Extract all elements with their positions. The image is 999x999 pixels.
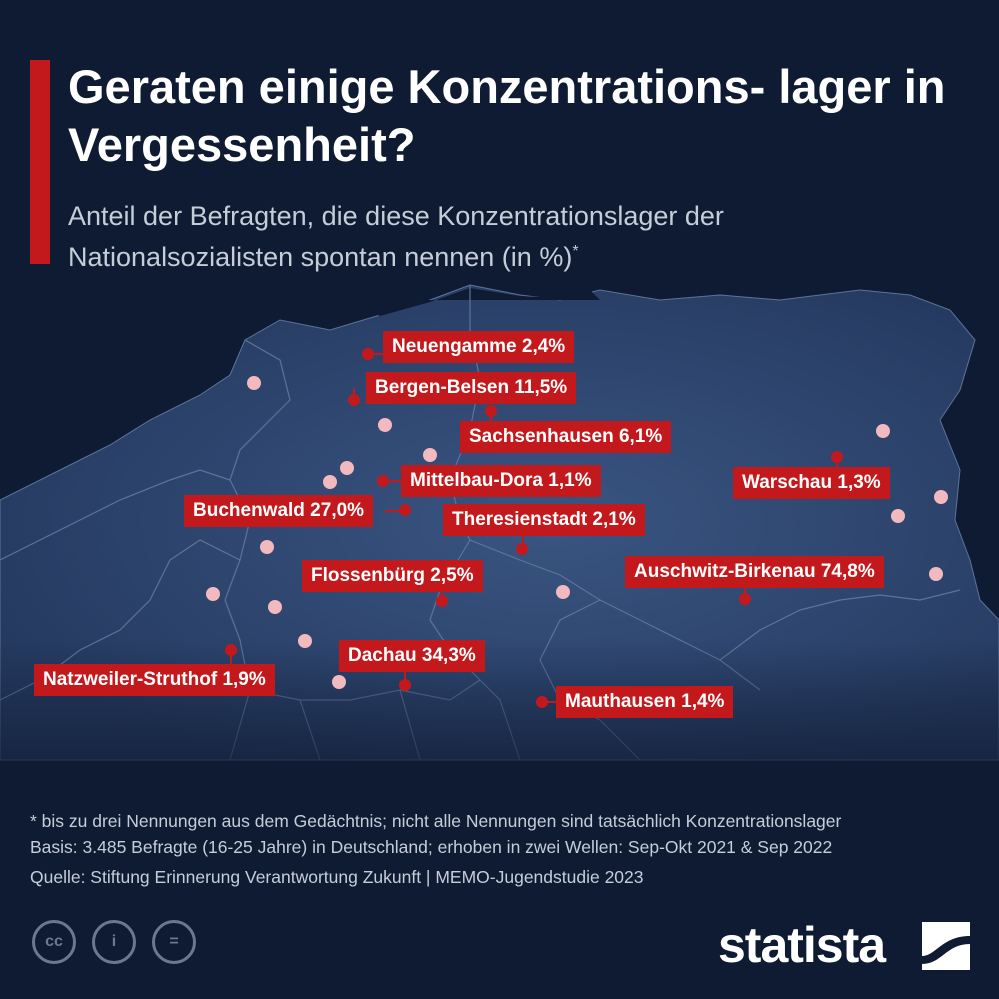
north-sea (0, 300, 240, 480)
minor-city-dot (876, 424, 890, 438)
camp-label-auschwitz-birkenau: Auschwitz-Birkenau 74,8% (625, 556, 884, 588)
camp-marker-neuengamme (362, 348, 374, 360)
camp-label-sachsenhausen: Sachsenhausen 6,1% (460, 421, 672, 453)
statista-wordmark[interactable]: statista (718, 917, 886, 973)
minor-city-dot (929, 567, 943, 581)
minor-city-dot (260, 540, 274, 554)
minor-city-dot (298, 634, 312, 648)
camp-label-mittelbau-dora: Mittelbau-Dora 1,1% (401, 465, 601, 497)
title-accent-bar (30, 60, 50, 264)
leader-line (230, 650, 232, 666)
basis-note: Basis: 3.485 Befragte (16-25 Jahre) in D… (30, 837, 833, 857)
chart-subtitle: Anteil der Befragten, die diese Konzentr… (68, 198, 948, 275)
camp-marker-warschau (831, 451, 843, 463)
camp-marker-theresienstadt (516, 543, 528, 555)
subtitle-text: Anteil der Befragten, die diese Konzentr… (68, 201, 724, 272)
minor-city-dot (423, 448, 437, 462)
cc-icon[interactable]: cc (32, 920, 76, 964)
minor-city-dot (247, 376, 261, 390)
camp-label-buchenwald: Buchenwald 27,0% (184, 495, 374, 527)
minor-city-dot (323, 475, 337, 489)
leader-line (490, 411, 492, 423)
subtitle-footnote-mark: * (572, 243, 579, 260)
leader-line (541, 701, 559, 703)
camp-label-flossenbuerg: Flossenbürg 2,5% (302, 560, 483, 592)
minor-city-dot (206, 587, 220, 601)
minor-city-dot (268, 600, 282, 614)
camp-marker-dachau (399, 679, 411, 691)
camp-label-mauthausen: Mauthausen 1,4% (556, 686, 734, 718)
leader-line (441, 588, 443, 600)
leader-line (382, 480, 402, 482)
camp-label-bergen-belsen: Bergen-Belsen 11,5% (366, 372, 577, 404)
camp-marker-flossenbuerg (436, 595, 448, 607)
minor-city-dot (332, 675, 346, 689)
camp-label-theresienstadt: Theresienstadt 2,1% (443, 504, 645, 536)
statista-logo-icon[interactable] (922, 922, 970, 970)
leader-line (744, 586, 746, 598)
footnote: * bis zu drei Nennungen aus dem Gedächtn… (30, 811, 842, 831)
leader-line (522, 534, 524, 548)
camp-label-warschau: Warschau 1,3% (733, 467, 890, 499)
camp-label-dachau: Dachau 34,3% (339, 640, 485, 672)
attribution-icon[interactable]: i (92, 920, 136, 964)
minor-city-dot (378, 418, 392, 432)
camp-label-natzweiler-struthof: Natzweiler-Struthof 1,9% (34, 664, 275, 696)
minor-city-dot (891, 509, 905, 523)
camp-marker-mittelbau-dora (377, 475, 389, 487)
no-derivatives-icon[interactable]: = (152, 920, 196, 964)
leader-line (385, 510, 405, 512)
leader-line (836, 456, 838, 470)
camp-marker-sachsenhausen (485, 405, 497, 417)
camp-label-neuengamme: Neuengamme 2,4% (383, 331, 575, 363)
baltic-sea (340, 288, 600, 316)
camp-marker-natzweiler-struthof (225, 644, 237, 656)
camp-marker-buchenwald (399, 504, 411, 516)
camp-marker-auschwitz-birkenau (739, 593, 751, 605)
camp-marker-mauthausen (536, 696, 548, 708)
source-link[interactable]: Quelle: Stiftung Erinnerung Verantwortun… (30, 867, 644, 887)
minor-city-dot (934, 490, 948, 504)
minor-city-dot (556, 585, 570, 599)
camp-marker-bergen-belsen (348, 394, 360, 406)
leader-line (404, 670, 406, 684)
chart-title: Geraten einige Konzentrations- lager in … (68, 60, 946, 171)
minor-city-dot (340, 461, 354, 475)
leader-line (368, 353, 384, 355)
